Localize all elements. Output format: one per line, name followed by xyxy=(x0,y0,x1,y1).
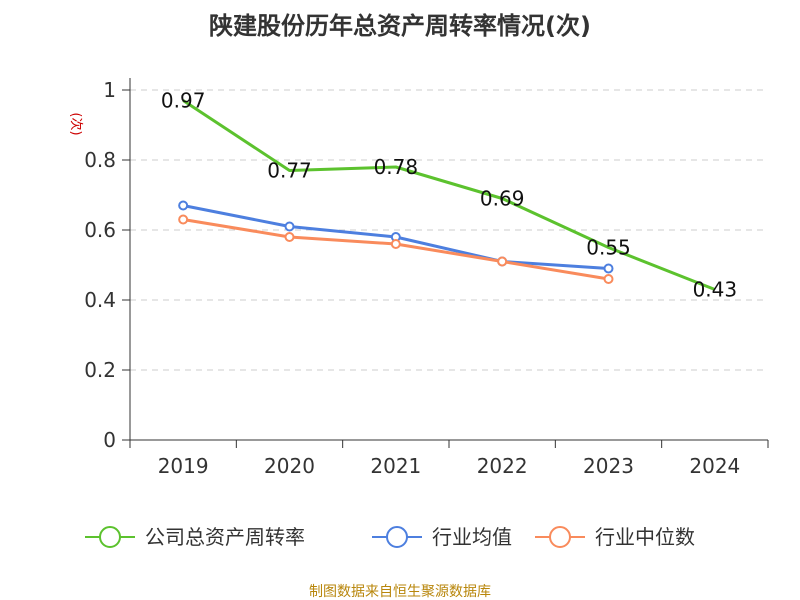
legend-swatch-marker xyxy=(99,526,121,548)
series-line xyxy=(182,99,716,291)
chart-title: 陕建股份历年总资产周转率情况(次) xyxy=(209,12,591,40)
x-tick-label: 2022 xyxy=(477,454,528,478)
axes: 0 0.2 0.4 0.6 0.8 1 2019 2020 2021 2022 2023 2024 xyxy=(84,78,769,478)
y-axis-label: (次) xyxy=(68,112,84,135)
data-point xyxy=(603,274,614,284)
data-label: 0.55 xyxy=(586,236,631,260)
data-point xyxy=(178,200,189,211)
x-tick-label: 2024 xyxy=(689,454,740,478)
y-tick-label: 0.6 xyxy=(84,218,116,242)
x-tick-label: 2023 xyxy=(583,454,634,478)
legend-swatch-marker xyxy=(386,526,408,548)
series-layer: 0.97 0.77 0.78 0.69 0.55 0.43 xyxy=(161,89,737,302)
legend-item: 行业均值 xyxy=(372,525,512,549)
y-tick-label: 0.4 xyxy=(84,288,116,312)
series-line xyxy=(182,218,609,281)
series-2 xyxy=(178,214,614,284)
x-tick-label: 2020 xyxy=(264,454,315,478)
data-point xyxy=(284,221,295,232)
data-label: 0.77 xyxy=(267,159,312,183)
data-point xyxy=(284,232,295,242)
data-point xyxy=(390,239,401,249)
x-tick-label: 2019 xyxy=(158,454,209,478)
data-point xyxy=(603,263,614,274)
data-point xyxy=(178,214,189,225)
y-tick-label: 0 xyxy=(103,428,116,452)
legend: 公司总资产周转率 行业均值 行业中位数 xyxy=(85,525,695,549)
data-label: 0.69 xyxy=(480,187,525,211)
legend-label: 行业中位数 xyxy=(595,525,695,549)
data-label: 0.43 xyxy=(693,278,738,302)
data-label: 0.97 xyxy=(161,89,206,113)
legend-item: 行业中位数 xyxy=(535,525,695,549)
legend-swatch-marker xyxy=(549,526,571,548)
data-point xyxy=(497,256,508,267)
series-0: 0.97 0.77 0.78 0.69 0.55 0.43 xyxy=(161,89,737,302)
legend-label: 行业均值 xyxy=(432,525,512,549)
series-1 xyxy=(178,200,614,274)
grid-lines xyxy=(130,89,768,371)
y-tick-label: 0.8 xyxy=(84,148,116,172)
x-tick-label: 2021 xyxy=(370,454,421,478)
legend-label: 公司总资产周转率 xyxy=(145,525,305,549)
y-tick-label: 0.2 xyxy=(84,358,116,382)
y-tick-label: 1 xyxy=(103,78,116,102)
legend-item: 公司总资产周转率 xyxy=(85,525,305,549)
data-label: 0.78 xyxy=(374,155,419,179)
source-note: 制图数据来自恒生聚源数据库 xyxy=(309,584,491,600)
